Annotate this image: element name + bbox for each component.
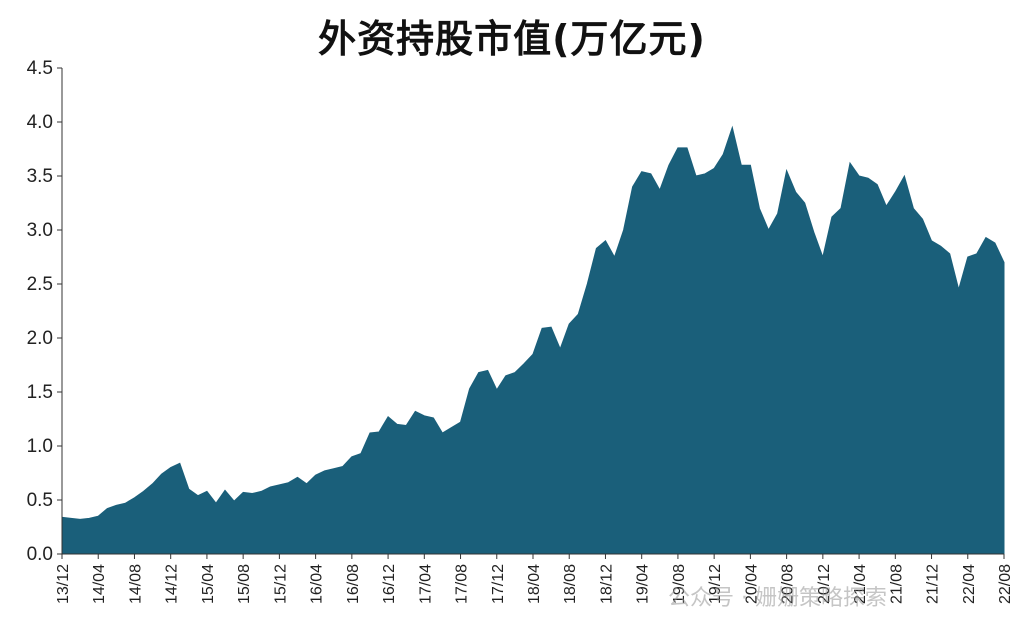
y-tick-label: 0.0 [27, 544, 53, 565]
y-tick-label: 2.5 [27, 274, 53, 295]
x-tick-label: 15/12 [272, 564, 289, 604]
y-tick-label: 3.0 [27, 220, 53, 241]
x-tick-label: 14/04 [91, 564, 108, 604]
area-series [61, 125, 1005, 555]
x-tick-label: 16/08 [345, 564, 362, 604]
x-tick-label: 21/12 [925, 564, 942, 604]
y-tick-label: 3.5 [27, 166, 53, 187]
x-tick-label: 17/12 [490, 564, 507, 604]
x-tick-label: 16/04 [309, 564, 326, 604]
x-tick-label: 15/04 [200, 564, 217, 604]
x-tick-label: 18/04 [526, 564, 543, 604]
x-tick-label: 19/12 [707, 564, 724, 604]
y-tick-label: 2.0 [27, 328, 53, 349]
x-tick-label: 18/08 [562, 564, 579, 604]
x-tick-label: 14/12 [164, 564, 181, 604]
y-tick-label: 1.0 [27, 436, 53, 457]
x-tick-label: 18/12 [598, 564, 615, 604]
x-tick-label: 15/08 [236, 564, 253, 604]
x-tick-label: 13/12 [55, 564, 72, 604]
x-tick-label: 21/08 [888, 564, 905, 604]
x-tick-label: 22/08 [997, 564, 1014, 604]
x-tick-label: 14/08 [127, 564, 144, 604]
x-tick-label: 17/04 [417, 564, 434, 604]
y-tick-label: 4.0 [27, 112, 53, 133]
watermark-text: 公众号 · 姗姗策略探索 [668, 586, 887, 611]
x-tick-label: 19/04 [635, 564, 652, 604]
y-tick-label: 0.5 [27, 490, 53, 511]
x-tick-label: 17/08 [454, 564, 471, 604]
x-tick-label: 20/08 [780, 564, 797, 604]
y-tick-label: 1.5 [27, 382, 53, 403]
x-tick-label: 20/12 [816, 564, 833, 604]
x-tick-label: 22/04 [961, 564, 978, 604]
chart-title: 外资持股市值(万亿元) [318, 17, 706, 61]
x-tick-label: 19/08 [671, 564, 688, 604]
y-tick-label: 4.5 [27, 58, 53, 79]
x-tick-label: 20/04 [743, 564, 760, 604]
x-tick-label: 21/04 [852, 564, 869, 604]
x-tick-label: 16/12 [381, 564, 398, 604]
